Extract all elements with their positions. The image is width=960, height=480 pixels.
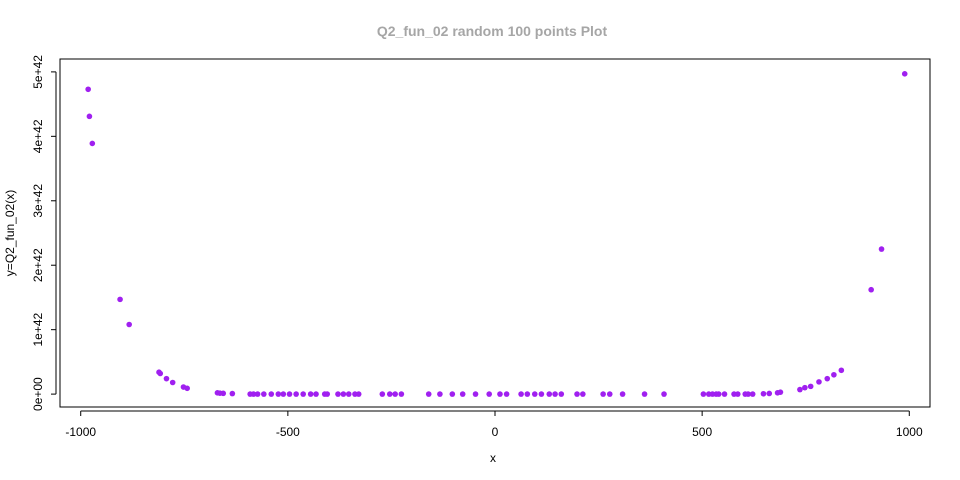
data-points (85, 71, 908, 397)
data-point (286, 391, 293, 397)
data-point (340, 391, 347, 397)
y-axis: 0e+00 1e+42 2e+42 3e+42 4e+42 5e+42 (31, 55, 57, 411)
data-point (335, 391, 341, 397)
data-point (254, 391, 261, 397)
data-point (250, 391, 257, 397)
data-point (379, 391, 386, 397)
data-point (275, 391, 282, 397)
data-point (797, 386, 803, 393)
y-tick-label: 2e+42 (31, 248, 45, 282)
data-point (606, 391, 613, 397)
data-point (641, 391, 648, 397)
data-point (868, 286, 874, 293)
data-point (307, 391, 314, 397)
data-point (293, 391, 299, 397)
y-tick-label: 0e+00 (31, 377, 45, 411)
y-tick-label: 5e+42 (31, 55, 45, 89)
x-tick-label: -500 (276, 425, 300, 439)
data-point (261, 391, 267, 397)
y-tick-label: 4e+42 (31, 119, 45, 153)
data-point (324, 391, 331, 397)
data-point (831, 371, 837, 378)
data-point (313, 391, 319, 397)
data-point (386, 391, 393, 397)
data-point (157, 370, 164, 377)
chart-title: Q2_fun_02 random 100 points Plot (377, 23, 608, 39)
x-tick-label: 1000 (896, 425, 923, 439)
data-point (766, 390, 773, 397)
data-point (459, 391, 466, 397)
data-point (661, 391, 667, 397)
data-point (449, 391, 456, 397)
y-tick-label: 1e+42 (31, 312, 45, 346)
data-point (802, 384, 808, 391)
y-axis-label: y=Q2_fun_02(x) (3, 190, 17, 276)
x-tick-label: 500 (692, 425, 712, 439)
data-point (878, 246, 885, 252)
plot-area (59, 58, 931, 408)
data-point (398, 391, 405, 397)
data-point (619, 391, 626, 397)
data-point (734, 391, 741, 397)
data-point (807, 383, 814, 390)
data-point (838, 367, 845, 374)
data-point (538, 391, 545, 397)
data-point (715, 391, 722, 397)
data-point (220, 390, 227, 397)
data-point (546, 391, 553, 397)
data-point (580, 391, 586, 397)
data-point (518, 391, 524, 397)
x-axis: -1000 -500 0 500 1000 (65, 410, 923, 439)
data-point (558, 391, 565, 397)
data-point (229, 390, 236, 397)
data-point (574, 391, 580, 397)
data-point (497, 391, 503, 397)
x-tick-label: 0 (492, 425, 499, 439)
data-point (824, 375, 831, 382)
data-point (486, 391, 493, 397)
data-point (600, 391, 606, 397)
data-point (816, 379, 822, 385)
data-point (184, 385, 190, 392)
x-axis-label: x (490, 451, 496, 465)
y-tick-label: 3e+42 (31, 184, 45, 218)
data-point (300, 391, 306, 397)
data-point (355, 391, 362, 397)
data-point (721, 391, 728, 397)
data-point (163, 375, 170, 382)
data-point (89, 140, 96, 147)
data-point (503, 391, 510, 397)
data-point (700, 391, 707, 397)
data-point (437, 391, 443, 397)
data-point (760, 390, 767, 397)
data-point (552, 391, 558, 397)
data-point (345, 391, 352, 397)
data-point (745, 391, 751, 397)
data-point (749, 391, 756, 397)
data-point (392, 391, 398, 397)
data-point (901, 71, 908, 77)
x-tick-label: -1000 (65, 425, 96, 439)
data-point (86, 113, 93, 120)
data-point (85, 86, 91, 93)
data-point (280, 391, 287, 397)
data-point (531, 391, 538, 397)
data-point (117, 296, 123, 303)
data-point (169, 379, 176, 386)
data-point (268, 391, 275, 397)
data-point (425, 391, 432, 397)
data-point (777, 389, 784, 395)
data-point (472, 391, 479, 397)
data-point (524, 391, 531, 397)
data-point (126, 321, 132, 328)
